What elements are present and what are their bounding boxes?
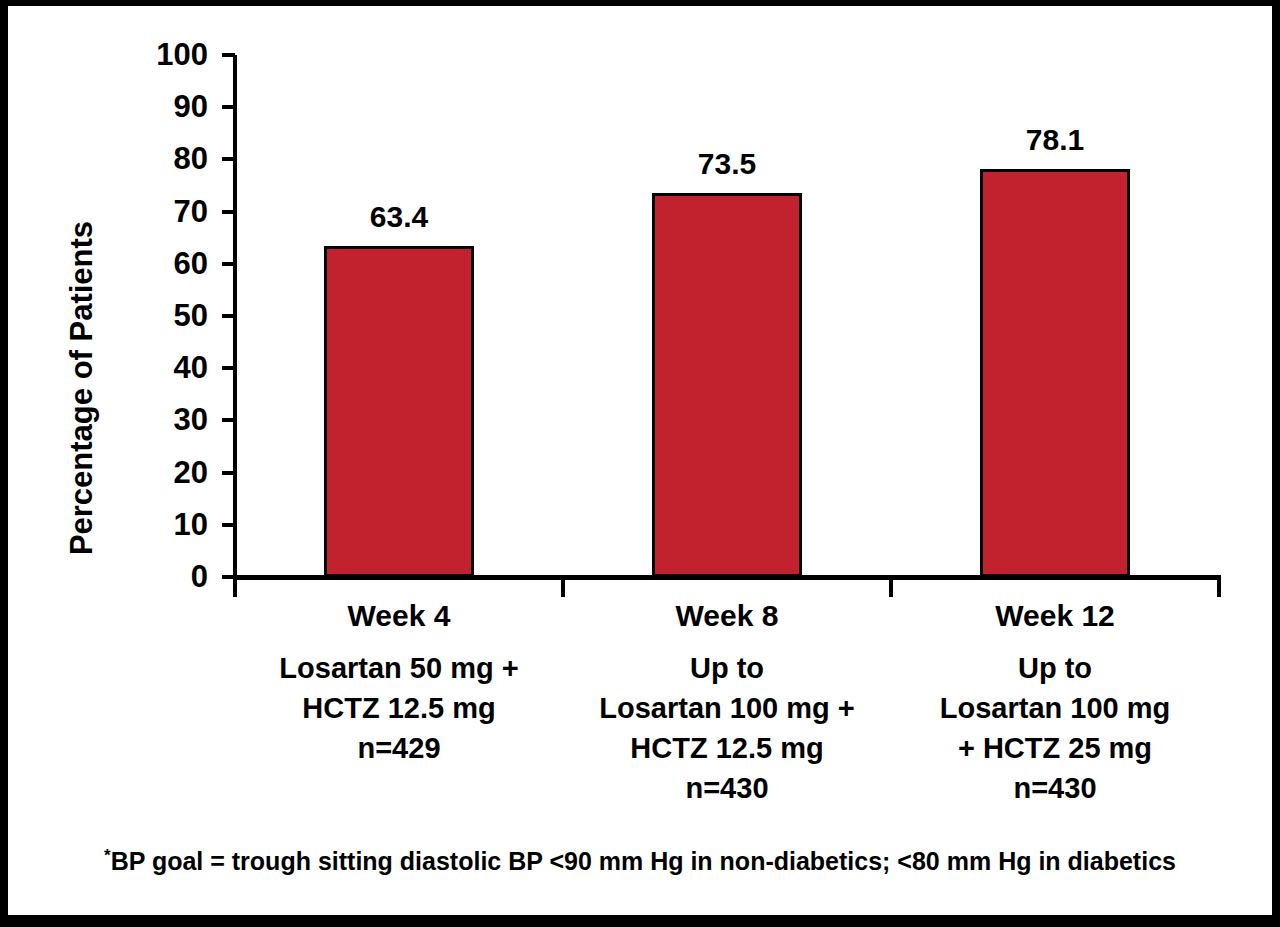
x-tick (889, 577, 893, 597)
y-tick (222, 471, 235, 475)
treatment-line: HCTZ 12.5 mg (563, 728, 891, 768)
treatment-line: Up to (891, 648, 1219, 688)
footnote-asterisk: * (104, 846, 111, 865)
bar-value-label: 78.1 (975, 121, 1135, 159)
y-tick (222, 210, 235, 214)
x-tick (1217, 577, 1221, 597)
week-label: Week 8 (563, 598, 891, 634)
y-tick (222, 157, 235, 161)
y-tick-label: 30 (98, 401, 208, 439)
category-label: Week 4 Losartan 50 mg +HCTZ 12.5 mgn=429 (235, 598, 563, 768)
y-tick (222, 105, 235, 109)
y-axis-line (233, 55, 237, 597)
bar (652, 193, 802, 577)
y-tick-label: 40 (98, 349, 208, 387)
y-tick (222, 53, 235, 57)
bar (324, 246, 474, 577)
treatment-line: HCTZ 12.5 mg (235, 688, 563, 728)
treatment-line: + HCTZ 25 mg (891, 728, 1219, 768)
bar (980, 169, 1130, 577)
y-tick-label: 70 (98, 193, 208, 231)
week-label: Week 12 (891, 598, 1219, 634)
bar-value-label: 63.4 (319, 198, 479, 236)
n-label: n=430 (891, 768, 1219, 808)
treatment-line: Losartan 100 mg (891, 688, 1219, 728)
treatment-line: Losartan 50 mg + (235, 648, 563, 688)
n-label: n=429 (235, 728, 563, 768)
chart-frame: Percentage of Patients 0 10 20 30 40 50 60 70 80… (0, 0, 1280, 927)
y-tick (222, 523, 235, 527)
category-label: Week 8 Up toLosartan 100 mg +HCTZ 12.5 mg… (563, 598, 891, 808)
y-tick (222, 314, 235, 318)
x-tick (233, 577, 237, 597)
y-tick-label: 0 (98, 558, 208, 596)
x-tick (561, 577, 565, 597)
y-axis-title: Percentage of Patients (64, 221, 100, 555)
week-label: Week 4 (235, 598, 563, 634)
treatment-line: Up to (563, 648, 891, 688)
y-tick (222, 262, 235, 266)
y-tick-label: 80 (98, 140, 208, 178)
n-label: n=430 (563, 768, 891, 808)
y-tick-label: 10 (98, 506, 208, 544)
category-label: Week 12 Up toLosartan 100 mg+ HCTZ 25 mgn… (891, 598, 1219, 808)
y-tick-label: 90 (98, 88, 208, 126)
y-tick-label: 20 (98, 454, 208, 492)
footnote-text: BP goal = trough sitting diastolic BP <9… (111, 847, 1176, 875)
y-tick (222, 418, 235, 422)
y-tick-label: 60 (98, 245, 208, 283)
treatment-line: Losartan 100 mg + (563, 688, 891, 728)
y-tick-label: 50 (98, 297, 208, 335)
y-tick (222, 366, 235, 370)
footnote: *BP goal = trough sitting diastolic BP <… (8, 846, 1272, 876)
y-tick-label: 100 (98, 36, 208, 74)
bar-value-label: 73.5 (647, 145, 807, 183)
